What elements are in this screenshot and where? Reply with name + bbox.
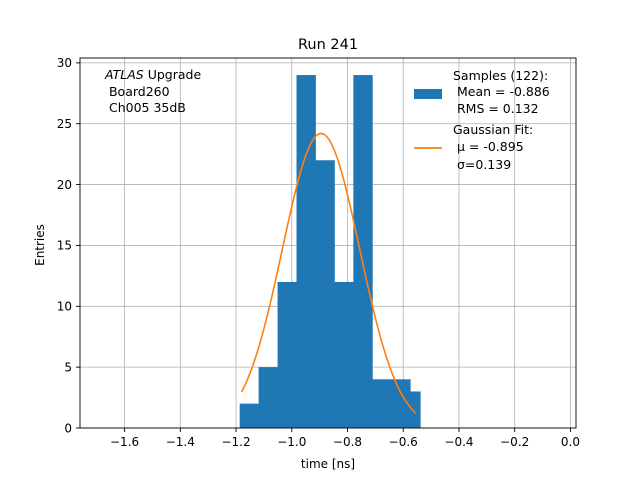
histogram-bar [277, 281, 297, 428]
upgrade-label: Upgrade [144, 67, 202, 82]
histogram-bar [334, 281, 354, 428]
x-axis-ticks: −1.6 −1.4 −1.2 −1.0 −0.8 −0.6 −0.4 −0.2 0.0 [110, 428, 580, 449]
histogram-bar [258, 367, 278, 428]
y-tick-label: 15 [57, 239, 72, 253]
legend-fit-line-text: Gaussian Fit: [453, 122, 533, 137]
x-tick-label: 0.0 [561, 435, 580, 449]
annotation-line: Ch005 35dB [105, 100, 186, 115]
histogram-bars [239, 75, 421, 428]
y-tick-label: 30 [57, 56, 72, 70]
legend-samples-line: Samples (122): [453, 68, 548, 83]
y-tick-label: 10 [57, 300, 72, 314]
y-tick-label: 20 [57, 178, 72, 192]
x-tick-label: −0.2 [500, 435, 529, 449]
gaussian-fit-curve [240, 132, 417, 414]
y-tick-label: 25 [57, 117, 72, 131]
x-tick-label: −0.4 [444, 435, 473, 449]
histogram-bar [353, 75, 373, 428]
x-tick-label: −0.8 [333, 435, 362, 449]
atlas-label: ATLAS [104, 67, 144, 82]
atlas-annotation: ATLAS Upgrade Board260 Ch005 35dB [104, 67, 201, 115]
legend-fit-line-text: σ=0.139 [453, 157, 511, 172]
x-tick-label: −0.6 [389, 435, 418, 449]
x-tick-label: −1.4 [166, 435, 195, 449]
histogram-bar [372, 379, 392, 428]
legend-samples-line: Mean = -0.886 [453, 84, 550, 99]
legend-samples-line: RMS = 0.132 [453, 101, 539, 116]
annotation-line: ATLAS Upgrade [104, 67, 201, 82]
annotation-line: Board260 [105, 84, 170, 99]
y-axis-ticks: 0 5 10 15 20 25 30 [57, 56, 80, 435]
histogram-bar [391, 379, 411, 428]
y-tick-label: 5 [64, 360, 72, 374]
histogram-bar [296, 75, 316, 428]
y-axis-label: Entries [33, 224, 47, 266]
x-axis-label: time [ns] [301, 457, 355, 471]
x-tick-label: −1.2 [221, 435, 250, 449]
histogram-bar [410, 391, 421, 428]
legend: Samples (122): Mean = -0.886 RMS = 0.132… [414, 68, 550, 172]
x-tick-label: −1.0 [277, 435, 306, 449]
histogram-bar [239, 403, 260, 428]
y-tick-label: 0 [64, 421, 72, 435]
legend-samples-patch [414, 89, 442, 99]
x-tick-label: −1.6 [110, 435, 139, 449]
plot-frame [79, 57, 577, 429]
histogram-bar [315, 160, 335, 428]
legend-fit-line-text: μ = -0.895 [453, 139, 524, 154]
chart-title: Run 241 [298, 37, 358, 53]
